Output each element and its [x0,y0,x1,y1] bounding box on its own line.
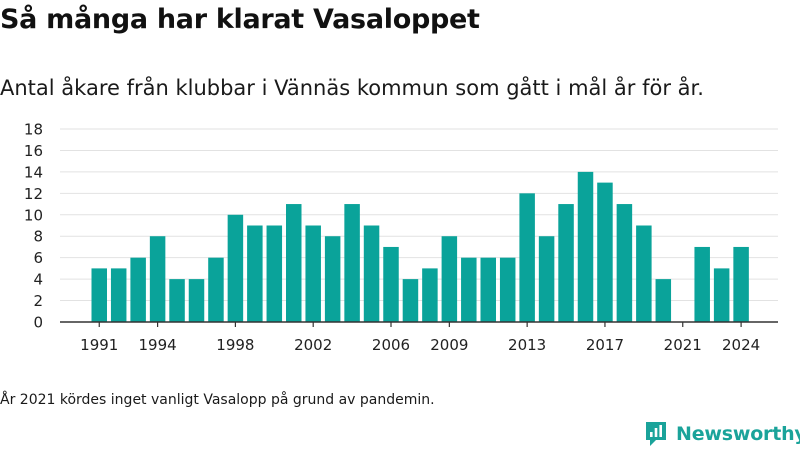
y-tick-label: 0 [33,314,43,332]
bar-1996 [188,279,205,322]
bar-2010 [461,257,477,322]
x-tick-label: 2024 [722,336,760,354]
bar-2008 [422,268,438,322]
y-tick-label: 16 [24,142,43,160]
bar-2014 [538,236,555,322]
chart-subtitle: Antal åkare från klubbar i Vännäs kommun… [0,76,704,100]
bar-1998 [227,214,244,322]
x-tick-label: 2021 [664,336,702,354]
bar-2012 [499,257,516,322]
bar-2001 [286,204,302,322]
y-tick-label: 10 [24,206,43,224]
y-tick-label: 14 [24,163,43,181]
bar-2023 [713,268,730,322]
bar-2002 [305,225,321,322]
bar-1997 [208,257,224,322]
bar-2020 [655,279,672,322]
y-tick-label: 2 [33,292,43,310]
bar-2019 [636,225,652,322]
y-tick-label: 8 [33,228,43,246]
bar-1999 [247,225,263,322]
bar-2015 [558,204,574,322]
bar-2007 [402,279,419,322]
bar-2009 [441,236,458,322]
x-tick-label: 2013 [508,336,546,354]
chart-title: Så många har klarat Vasaloppet [0,4,480,35]
bar-1991 [91,268,107,322]
bar-2016 [577,171,594,322]
bar-2005 [363,225,380,322]
bar-2018 [616,204,633,322]
bar-1994 [149,236,166,322]
bar-2011 [480,257,496,322]
footnote: År 2021 kördes inget vanligt Vasalopp på… [0,392,435,408]
x-tick-label: 1998 [216,336,254,354]
bar-2004 [344,204,360,322]
y-tick-label: 6 [33,249,43,267]
y-tick-label: 4 [33,271,43,289]
bar-1992 [110,268,127,322]
bar-2006 [383,246,399,322]
x-tick-label: 1991 [80,336,118,354]
x-tick-label: 2009 [430,336,468,354]
bar-2022 [694,246,710,322]
x-tick-label: 2017 [586,336,624,354]
bar-2024 [733,246,749,322]
x-tick-label: 1994 [139,336,177,354]
bar-2017 [597,182,613,322]
bar-2003 [324,236,341,322]
y-tick-label: 18 [24,121,43,139]
bar-1993 [130,257,146,322]
newsworthy-logo[interactable]: Newsworthy [644,420,800,448]
newsworthy-logo-icon [646,422,666,446]
bar-1995 [169,279,185,322]
newsworthy-logo-text: Newsworthy [676,423,800,445]
y-tick-label: 12 [24,185,43,203]
bar-2000 [266,225,283,322]
x-tick-label: 2006 [372,336,410,354]
bar-2013 [519,193,535,322]
x-tick-label: 2002 [294,336,332,354]
